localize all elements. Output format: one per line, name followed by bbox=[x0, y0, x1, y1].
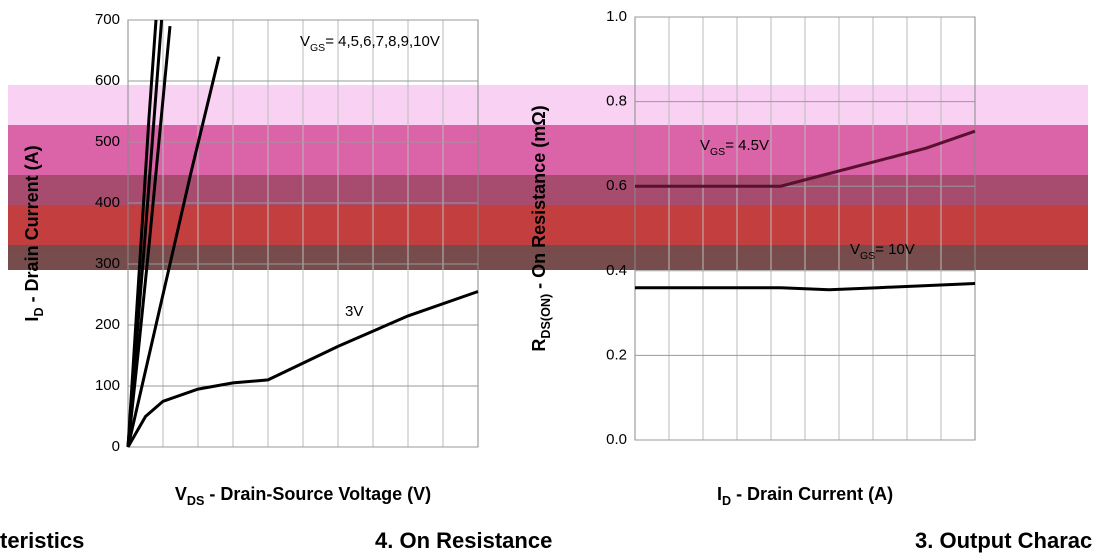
y-tick-label: 200 bbox=[95, 316, 120, 333]
caption: teristics bbox=[0, 528, 84, 553]
band bbox=[8, 85, 1088, 125]
y-tick-label: 0.4 bbox=[606, 262, 627, 279]
annotation-main: V bbox=[300, 33, 310, 50]
series-line bbox=[635, 129, 976, 188]
annotation-main: 3V bbox=[345, 303, 363, 320]
y-tick-label: 300 bbox=[95, 255, 120, 272]
y-tick-label: 0.2 bbox=[606, 346, 627, 363]
annotation-main: V bbox=[700, 137, 710, 154]
y-tick-label: 0.6 bbox=[606, 177, 627, 194]
render-bands bbox=[8, 85, 1088, 270]
y-tick-label: 100 bbox=[95, 377, 120, 394]
y-axis-label-sub: DS(ON) bbox=[539, 294, 553, 339]
x-axis-label: ID - Drain Current (A) bbox=[717, 484, 893, 509]
series-line bbox=[126, 25, 172, 448]
band bbox=[8, 205, 1088, 245]
y-tick-label: 0 bbox=[112, 438, 120, 455]
annotation: 3V bbox=[345, 303, 363, 320]
y-axis-label-rest: - On Resistance (mΩ) bbox=[529, 105, 549, 293]
annotation-rest: = 4,5,6,7,8,9,10V bbox=[325, 33, 440, 50]
y-tick-label: 1.0 bbox=[606, 8, 627, 25]
y-tick-label: 600 bbox=[95, 72, 120, 89]
y-axis-label-rest: - Drain Current (A) bbox=[22, 145, 42, 307]
annotation-sub: GS bbox=[310, 42, 325, 54]
x-axis-label-sub: DS bbox=[187, 494, 205, 508]
x-axis-label-rest: - Drain-Source Voltage (V) bbox=[204, 484, 431, 504]
x-axis-label-rest: - Drain Current (A) bbox=[731, 484, 893, 504]
y-tick-label: 500 bbox=[95, 133, 120, 150]
series-line bbox=[126, 56, 221, 448]
series-line bbox=[635, 282, 976, 292]
x-axis-label: VDS - Drain-Source Voltage (V) bbox=[175, 484, 431, 509]
annotation: VGS= 4.5V bbox=[700, 137, 769, 158]
x-axis-label-sub: D bbox=[722, 494, 731, 508]
annotation-main: V bbox=[850, 241, 860, 258]
y-axis-label: RDS(ON) - On Resistance (mΩ) bbox=[529, 105, 554, 351]
annotation-rest: = 10V bbox=[875, 241, 915, 258]
y-axis-label-main: R bbox=[529, 339, 549, 352]
band bbox=[8, 125, 1088, 175]
caption: 3. Output Charac bbox=[915, 528, 1092, 553]
x-axis-label-main: I bbox=[717, 484, 722, 504]
series-line bbox=[126, 19, 164, 448]
annotation-sub: GS bbox=[860, 250, 875, 262]
annotation: VGS= 10V bbox=[850, 241, 915, 262]
series-line bbox=[126, 290, 479, 448]
y-axis-label: ID - Drain Current (A) bbox=[22, 145, 47, 321]
y-tick-label: 700 bbox=[95, 11, 120, 28]
y-tick-label: 0.0 bbox=[606, 431, 627, 448]
y-axis-label-main: I bbox=[22, 317, 42, 322]
annotation: VGS= 4,5,6,7,8,9,10V bbox=[300, 33, 440, 54]
annotation-sub: GS bbox=[710, 146, 725, 158]
y-tick-label: 400 bbox=[95, 194, 120, 211]
annotation-rest: = 4.5V bbox=[725, 137, 769, 154]
band bbox=[8, 245, 1088, 270]
y-tick-label: 0.8 bbox=[606, 93, 627, 110]
x-axis-label-main: V bbox=[175, 484, 187, 504]
y-axis-label-sub: D bbox=[32, 307, 46, 316]
caption: 4. On Resistance bbox=[375, 528, 552, 553]
